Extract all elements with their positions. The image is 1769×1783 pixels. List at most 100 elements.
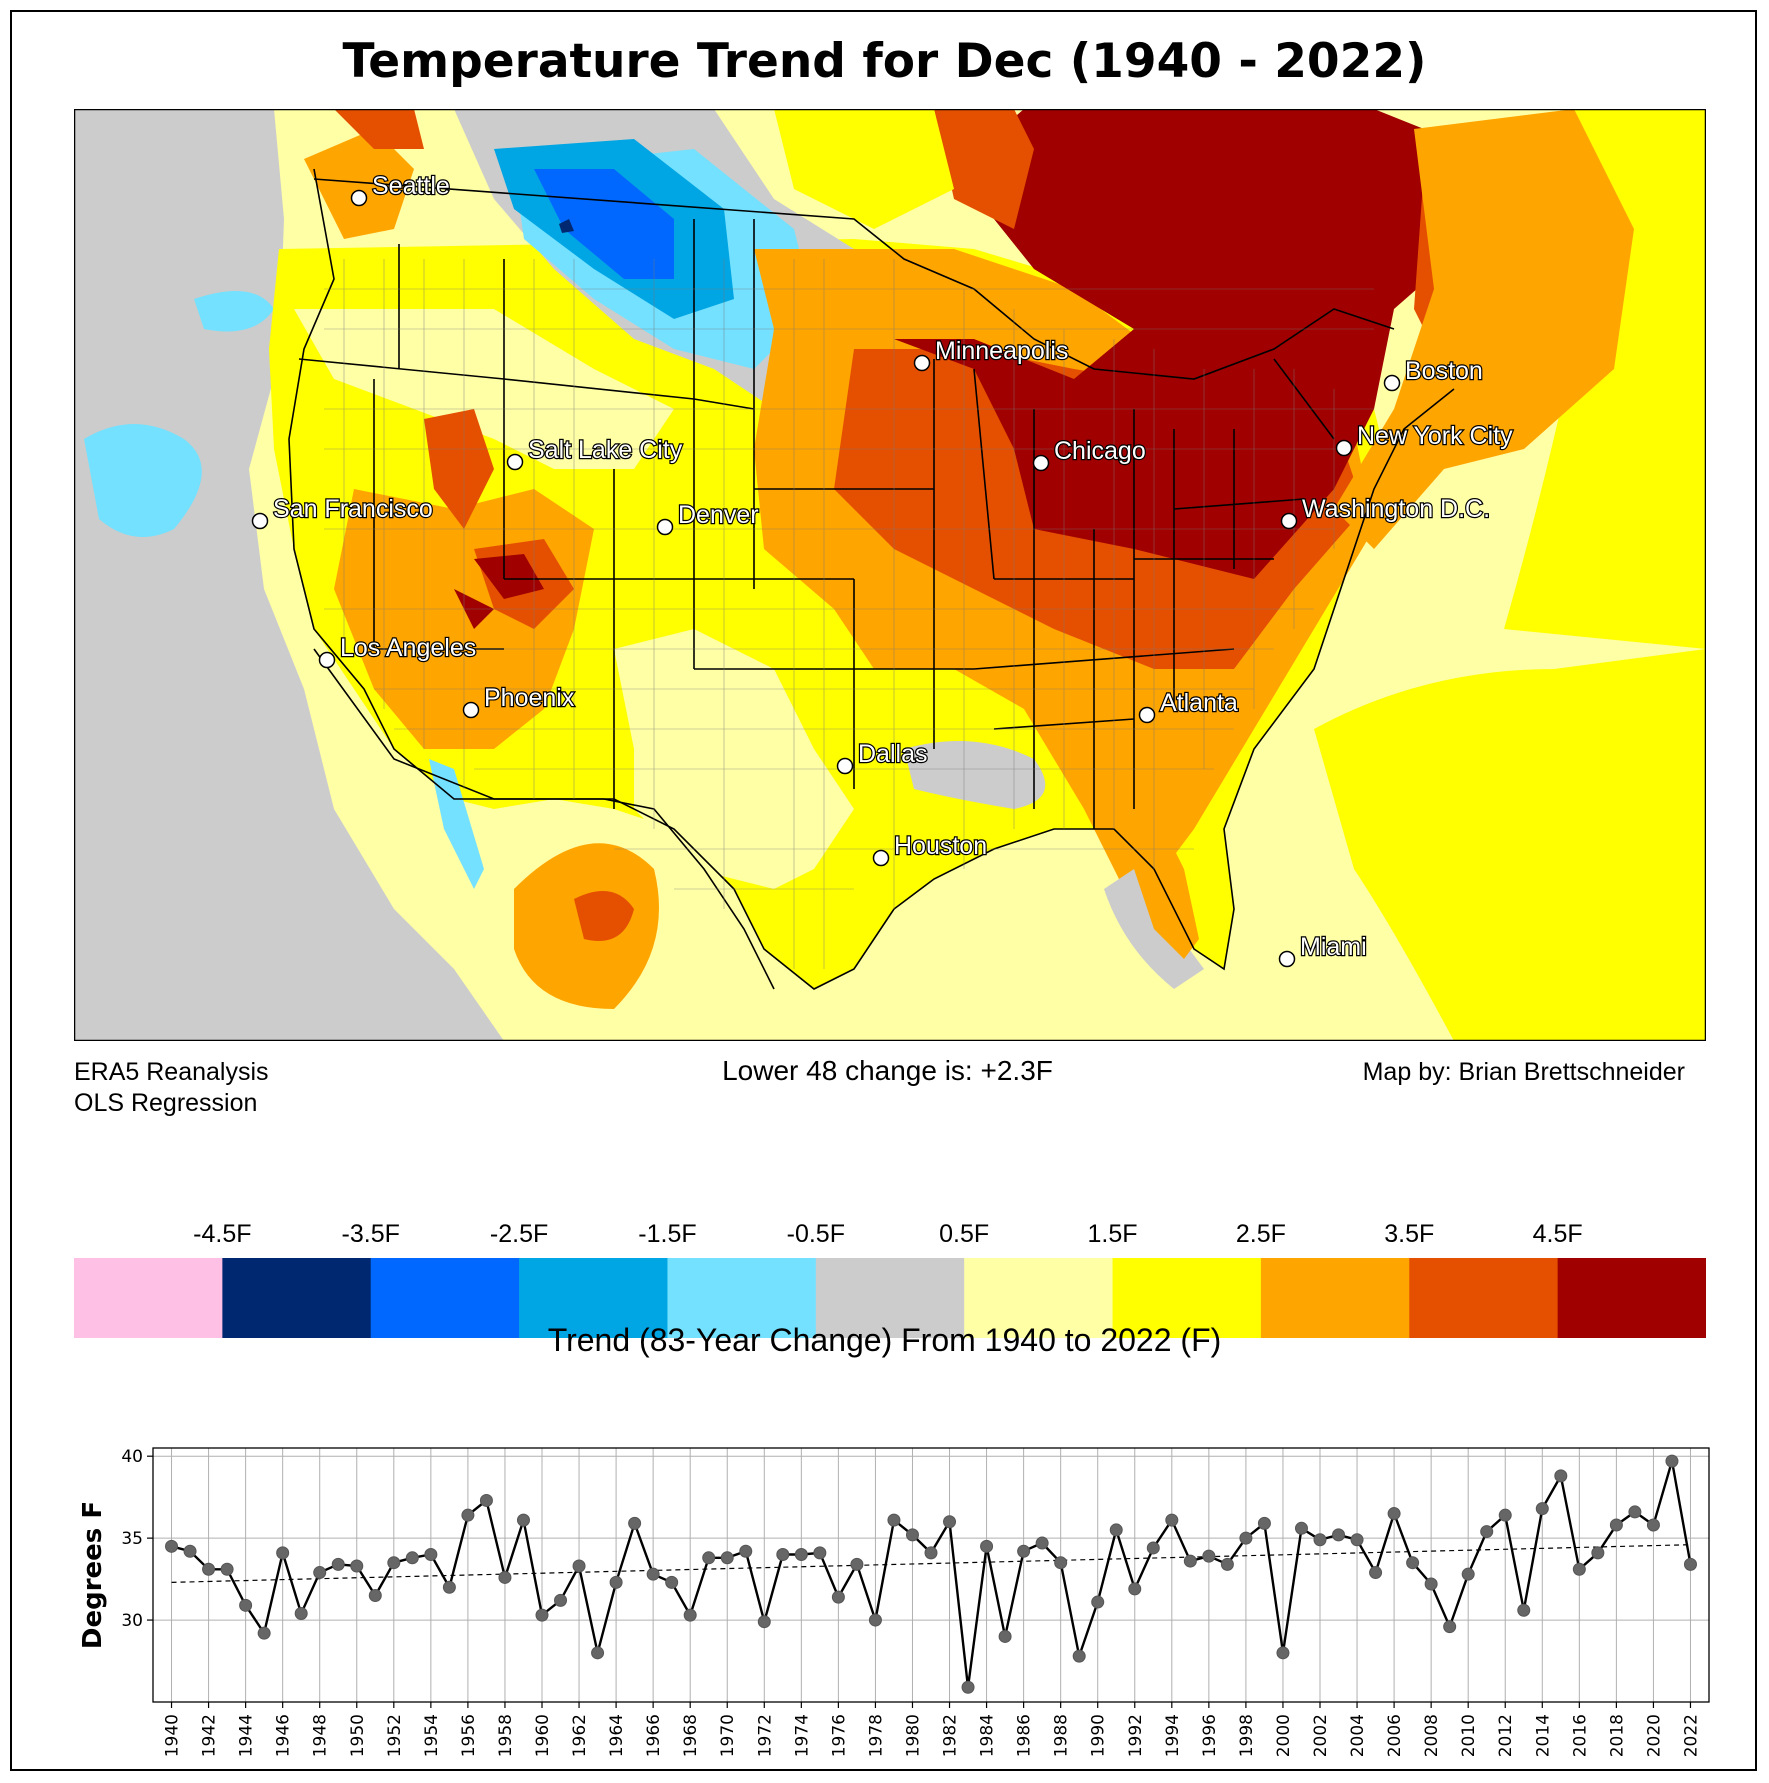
y-tick-label: 40: [121, 1447, 143, 1467]
colorbar-bin: [1260, 1258, 1410, 1338]
data-point: [998, 1629, 1012, 1643]
data-point: [868, 1613, 882, 1627]
data-point: [424, 1548, 438, 1562]
city-dallas: Dallas: [836, 739, 929, 775]
colorbar-title: Trend (83-Year Change) From 1940 to 2022…: [547, 1322, 1222, 1358]
data-point: [1072, 1649, 1086, 1663]
data-point: [1183, 1554, 1197, 1568]
pacific-cool-region: [84, 291, 274, 537]
data-point: [813, 1546, 827, 1560]
city-marker: [350, 189, 368, 207]
northeast-dark-red-region: [894, 109, 1524, 579]
data-point: [294, 1607, 308, 1621]
city-marker: [1278, 950, 1296, 968]
colorbar-tick-label: -3.5F: [342, 1220, 400, 1248]
trend-map: Seattle Minneapolis Boston Salt Lake City Ch…: [74, 109, 1706, 1041]
colorbar-tick-label: 3.5F: [1384, 1220, 1434, 1248]
city-marker: [1138, 706, 1156, 724]
data-point: [535, 1608, 549, 1622]
chart-grid: [147, 1448, 1709, 1708]
colorbar-bin: [815, 1258, 965, 1338]
city-los-angeles: Los Angeles: [318, 633, 477, 669]
data-point: [702, 1551, 716, 1565]
colorbar-bin: [74, 1258, 223, 1338]
city-label: Miami: [1300, 933, 1367, 961]
data-point: [1202, 1549, 1216, 1563]
data-point: [1387, 1507, 1401, 1521]
data-point: [1146, 1541, 1160, 1555]
x-tick-label: 1952: [385, 1714, 405, 1757]
data-point: [980, 1539, 994, 1553]
summary-note: Lower 48 change is: +2.3F: [722, 1055, 1053, 1086]
border-line-1: [298, 244, 695, 650]
data-point: [1369, 1566, 1383, 1580]
data-point: [572, 1559, 586, 1573]
baja-cool: [429, 759, 484, 889]
data-point: [1628, 1505, 1642, 1519]
data-point: [1480, 1525, 1494, 1539]
city-label: New York City: [1357, 422, 1513, 450]
data-point: [628, 1516, 642, 1530]
city-marker: [656, 518, 674, 536]
x-tick-label: 2016: [1570, 1714, 1590, 1757]
colorbar: -4.5F -3.5F -2.5F -1.5F -0.5F 0.5F 1.5F 2.5F 3.5…: [74, 1220, 1706, 1338]
x-tick-label: 1956: [459, 1714, 479, 1757]
x-tick-label: 1948: [311, 1714, 331, 1757]
city-chicago: Chicago: [1032, 436, 1147, 472]
data-point: [1683, 1557, 1697, 1571]
credit-note: Map by: Brian Brettschneider: [1362, 1058, 1685, 1086]
data-point: [368, 1588, 382, 1602]
data-point: [1646, 1518, 1660, 1532]
data-point: [183, 1544, 197, 1558]
city-atlanta: Atlanta: [1138, 688, 1239, 724]
x-tick-label: 1988: [1052, 1714, 1072, 1757]
city-washington-d-c: Washington D.C.: [1280, 494, 1491, 530]
x-tick-label: 1940: [163, 1714, 183, 1757]
montana-blue: [534, 169, 674, 279]
data-point: [905, 1528, 919, 1542]
data-point: [442, 1580, 456, 1594]
atlantic-yellow-north: [1504, 109, 1706, 649]
source-line-1: ERA5 Reanalysis: [74, 1058, 269, 1086]
colorbar-bin: [222, 1258, 372, 1338]
data-point: [554, 1593, 568, 1607]
city-marker: [913, 354, 931, 372]
data-point: [609, 1575, 623, 1589]
city-marker: [836, 757, 854, 775]
data-point: [757, 1615, 771, 1629]
data-point: [1313, 1533, 1327, 1547]
data-point: [239, 1598, 253, 1612]
data-point: [1257, 1516, 1271, 1530]
x-tick-label: 1996: [1200, 1714, 1220, 1757]
data-point: [461, 1508, 475, 1522]
colorbar-tick-label: -4.5F: [193, 1220, 251, 1248]
colorbar-tick-label: 2.5F: [1236, 1220, 1286, 1248]
montana-dark-blue: [559, 219, 574, 233]
city-phoenix: Phoenix: [462, 683, 576, 719]
city-label: Chicago: [1054, 437, 1146, 465]
x-tick-label: 2006: [1385, 1714, 1405, 1757]
data-point: [516, 1513, 530, 1527]
city-marker: [318, 651, 336, 669]
x-tick-label: 2002: [1311, 1714, 1331, 1757]
city-label: Atlanta: [1160, 689, 1238, 717]
data-point: [961, 1680, 975, 1694]
colorbar-tick-label: -0.5F: [787, 1220, 845, 1248]
mexico-red: [574, 891, 634, 941]
x-tick-label: 1968: [681, 1714, 701, 1757]
city-marker: [251, 512, 269, 530]
city-marker: [1335, 439, 1353, 457]
colorbar-bin: [1112, 1258, 1262, 1338]
colorbar-bin: [1409, 1258, 1559, 1338]
x-tick-label: 1998: [1237, 1714, 1257, 1757]
city-label: Phoenix: [484, 684, 575, 712]
x-tick-label: 1984: [978, 1714, 998, 1757]
city-label: Dallas: [858, 740, 927, 768]
data-point: [1165, 1513, 1179, 1527]
x-tick-label: 1962: [570, 1714, 590, 1757]
data-point: [665, 1575, 679, 1589]
border-line-3: [753, 219, 974, 789]
x-tick-label: 1976: [829, 1714, 849, 1757]
city-label: Salt Lake City: [528, 436, 683, 464]
x-tick-label: 1992: [1126, 1714, 1146, 1757]
